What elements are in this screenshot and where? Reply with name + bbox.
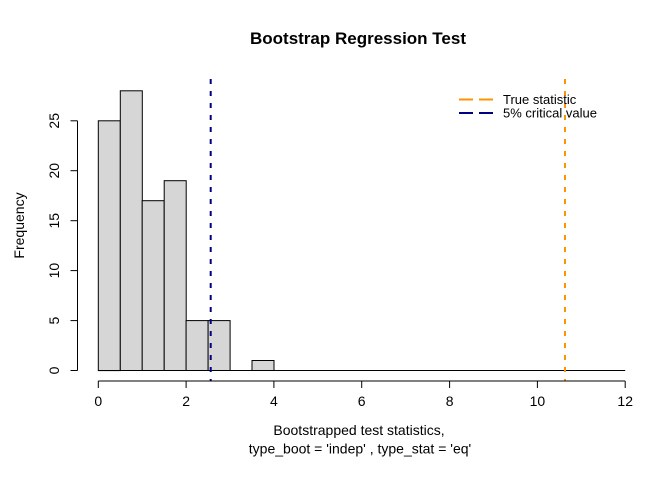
- x-tick-label: 4: [270, 393, 278, 409]
- y-axis: 0 5 10 15 20 25: [46, 113, 78, 374]
- histogram-bar: [141, 200, 165, 371]
- histogram-bar: [119, 90, 143, 372]
- y-tick-label: 10: [46, 263, 62, 279]
- y-tick-label: 15: [46, 213, 62, 229]
- legend-line-samples: [459, 98, 493, 114]
- y-axis-label: Frequency: [11, 192, 27, 258]
- x-tick-label: 8: [446, 393, 454, 409]
- histogram-bar: [185, 320, 209, 372]
- histogram-bar: [163, 180, 187, 371]
- histogram-bar: [251, 360, 275, 371]
- x-tick-label: 12: [617, 393, 633, 409]
- chart-title: Bootstrap Regression Test: [250, 29, 466, 48]
- y-tick-label: 25: [46, 113, 62, 129]
- x-axis: 0 2 4 6 8 10 12: [94, 380, 633, 409]
- x-tick-label: 0: [94, 393, 102, 409]
- histogram-bar: [97, 120, 121, 372]
- x-axis-label-line2: type_boot = 'indep' , type_stat = 'eq': [249, 441, 471, 457]
- legend-label-true-statistic: True statistic: [503, 92, 577, 107]
- x-tick-label: 6: [358, 393, 366, 409]
- x-tick-label: 10: [530, 393, 546, 409]
- y-tick-label: 20: [46, 163, 62, 179]
- x-tick-label: 2: [182, 393, 190, 409]
- legend-label-critical-value: 5% critical value: [503, 106, 597, 121]
- y-tick-label: 0: [46, 366, 62, 374]
- x-axis-label-line1: Bootstrapped test statistics,: [273, 422, 444, 438]
- histogram-bars: [97, 90, 275, 372]
- legend: True statistic 5% critical value: [459, 92, 597, 121]
- reference-lines: [209, 79, 566, 381]
- y-tick-label: 5: [46, 316, 62, 324]
